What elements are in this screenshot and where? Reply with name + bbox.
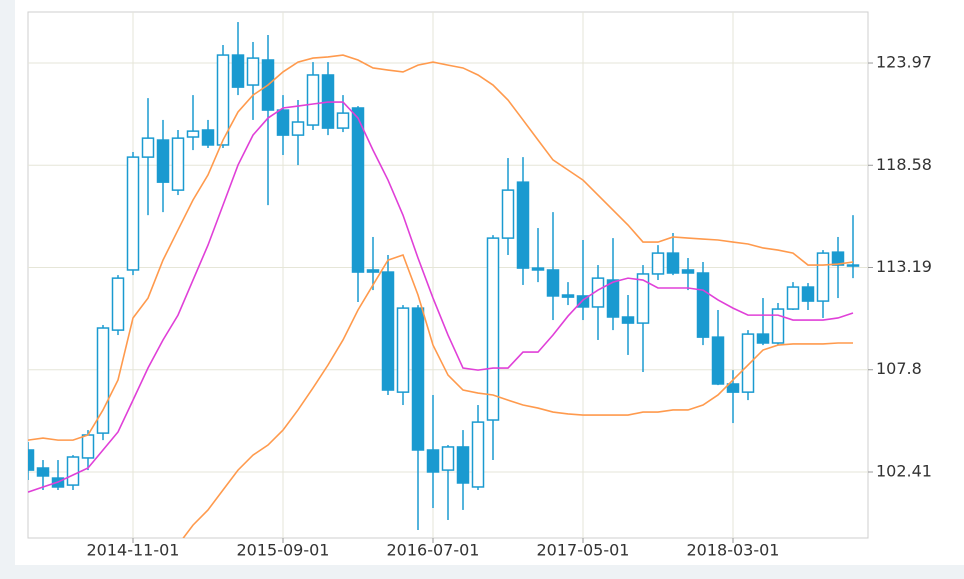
- candle-body: [816, 252, 830, 302]
- x-tick-label: 2018-03-01: [687, 541, 780, 560]
- candle-body: [96, 327, 110, 434]
- candle-body: [516, 181, 530, 269]
- candle-body: [336, 112, 350, 129]
- y-tick-label: 113.19: [876, 257, 932, 276]
- chart-panel: 102.41 107.8 113.19 118.58 123.97 2014-11-01 2…: [15, 0, 964, 565]
- candle-body: [621, 316, 635, 324]
- candle-body: [366, 269, 380, 273]
- candle-body: [276, 109, 290, 136]
- candle-body: [36, 467, 50, 477]
- candle-body: [201, 129, 215, 146]
- candle-body: [471, 421, 485, 488]
- candle-body: [546, 269, 560, 297]
- candle-body: [246, 57, 260, 86]
- candle-body: [456, 446, 470, 484]
- grid: [28, 12, 873, 538]
- candle-body: [711, 336, 725, 385]
- candle-body: [291, 121, 305, 136]
- candle-body: [771, 308, 785, 344]
- x-tick-label: 2015-09-01: [237, 541, 330, 560]
- candle-body: [696, 272, 710, 338]
- band-line: [28, 54, 854, 441]
- x-tick-label: 2014-11-01: [87, 541, 180, 560]
- candle-body: [126, 156, 140, 271]
- candle-body: [156, 139, 170, 183]
- candle-body: [28, 449, 35, 471]
- candle-body: [846, 264, 860, 267]
- candle-body: [501, 189, 515, 239]
- y-tick-label: 123.97: [876, 53, 932, 72]
- candle-body: [831, 251, 845, 266]
- candle-body: [636, 273, 650, 324]
- candle-body: [591, 277, 605, 308]
- chart: 102.41 107.8 113.19 118.58 123.97 2014-11-01 2…: [27, 11, 932, 560]
- candle-body: [396, 307, 410, 393]
- candle-body: [411, 307, 425, 451]
- labels: 102.41 107.8 113.19 118.58 123.97 2014-11-01 2…: [87, 53, 932, 560]
- candle-body: [801, 286, 815, 302]
- candle-body: [606, 279, 620, 318]
- candle-body: [741, 333, 755, 393]
- candle-body: [486, 237, 500, 421]
- y-tick-label: 107.8: [876, 359, 922, 378]
- y-tick-label: 118.58: [876, 155, 932, 174]
- candle-body: [726, 383, 740, 393]
- y-tick-label: 102.41: [876, 461, 932, 480]
- marks: [28, 22, 860, 538]
- candle-body: [351, 107, 365, 273]
- candle-body: [786, 286, 800, 310]
- candle-body: [666, 252, 680, 274]
- candle-body: [651, 252, 665, 275]
- candle-body: [171, 137, 185, 191]
- candle-body: [66, 456, 80, 486]
- candle-body: [141, 137, 155, 158]
- candle-body: [561, 294, 575, 298]
- candle-body: [81, 434, 95, 459]
- candle-body: [306, 74, 320, 126]
- candle-body: [381, 271, 395, 391]
- candle-body: [231, 54, 245, 88]
- candle-body: [216, 54, 230, 146]
- candle-body: [756, 333, 770, 344]
- band-line: [28, 101, 854, 493]
- candle-body: [681, 269, 695, 274]
- x-tick-label: 2016-07-01: [387, 541, 480, 560]
- band-line: [182, 253, 853, 538]
- candle-body: [111, 277, 125, 331]
- candle-body: [426, 449, 440, 473]
- candle-body: [441, 446, 455, 471]
- x-tick-label: 2017-05-01: [537, 541, 630, 560]
- candle-body: [186, 130, 200, 138]
- candle-body: [576, 295, 590, 308]
- candle-body: [531, 267, 545, 271]
